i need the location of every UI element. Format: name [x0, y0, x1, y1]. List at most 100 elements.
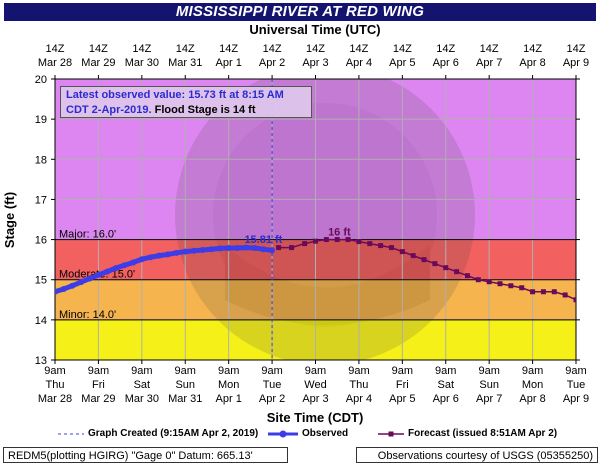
forecast-point: [508, 283, 514, 289]
bottom-tick-date: Mar 31: [168, 393, 202, 405]
observed-peak-label: 15.81 ft: [244, 234, 282, 246]
legend-forecast-square: [388, 431, 394, 437]
top-tick-date: Apr 2: [259, 57, 285, 69]
chart-title: MISSISSIPPI RIVER AT RED WING: [4, 3, 596, 21]
top-tick-date: Apr 1: [216, 57, 242, 69]
forecast-point: [302, 241, 308, 247]
forecast-point: [540, 289, 546, 295]
bottom-tick-day: Fri: [396, 379, 409, 391]
top-tick-date: Apr 9: [563, 57, 589, 69]
bottom-tick-date: Mar 28: [38, 393, 72, 405]
forecast-point: [497, 281, 503, 287]
bottom-tick-date: Mar 29: [81, 393, 115, 405]
forecast-point: [367, 241, 373, 247]
bottom-tick-day: Wed: [304, 379, 326, 391]
forecast-point: [432, 261, 438, 267]
bottom-tick-date: Apr 7: [476, 393, 502, 405]
top-axis-title: Universal Time (UTC): [249, 22, 380, 37]
top-tick-date: Apr 8: [519, 57, 545, 69]
y-axis-title: Stage (ft): [2, 192, 17, 248]
latest-value-line1: Latest observed value: 15.73 ft at 8:15 …: [66, 89, 284, 101]
legend-forecast: Forecast (issued 8:51AM Apr 2): [408, 428, 558, 439]
bottom-tick-time: 9am: [175, 365, 196, 377]
forecast-point: [276, 245, 282, 251]
bottom-tick-day: Thu: [46, 379, 65, 391]
bottom-tick-time: 9am: [131, 365, 152, 377]
latest-value-box: Latest observed value: 15.73 ft at 8:15 …: [60, 86, 312, 118]
legend-observed-dot: [279, 430, 287, 438]
bottom-tick-date: Apr 4: [346, 393, 372, 405]
bottom-tick-date: Apr 9: [563, 393, 589, 405]
legend: Graph Created (9:15AM Apr 2, 2019) Obser…: [0, 427, 600, 442]
observed-point: [182, 248, 189, 255]
forecast-point: [486, 279, 492, 285]
top-tick-label: 14Z: [567, 43, 586, 55]
top-tick-date: Mar 30: [125, 57, 159, 69]
forecast-point: [551, 289, 557, 295]
forecast-point: [334, 237, 340, 243]
top-tick-date: Apr 7: [476, 57, 502, 69]
forecast-point: [323, 237, 329, 243]
forecast-point: [399, 249, 405, 255]
observed-point: [147, 254, 154, 261]
observed-point: [78, 279, 85, 286]
forecast-point: [454, 269, 460, 275]
bottom-tick-day: Thu: [349, 379, 368, 391]
bottom-tick-time: 9am: [348, 365, 369, 377]
latest-value-date: CDT 2-Apr-2019.: [66, 104, 152, 116]
y-tick-label: 14: [35, 315, 47, 327]
bottom-tick-time: 9am: [478, 365, 499, 377]
top-tick-label: 14Z: [132, 43, 151, 55]
bottom-tick-date: Apr 6: [433, 393, 459, 405]
bottom-tick-time: 9am: [218, 365, 239, 377]
bottom-tick-time: 9am: [435, 365, 456, 377]
bottom-axis-title: Site Time (CDT): [267, 410, 364, 425]
bottom-tick-day: Sat: [134, 379, 151, 391]
top-tick-label: 14Z: [219, 43, 238, 55]
bottom-tick-day: Mon: [522, 379, 543, 391]
top-tick-date: Apr 4: [346, 57, 372, 69]
forecast-point: [289, 245, 295, 251]
top-tick-date: Apr 6: [433, 57, 459, 69]
usgs-credit-footer: Observations courtesy of USGS (05355250): [356, 447, 598, 463]
top-tick-label: 14Z: [480, 43, 499, 55]
observed-point: [69, 282, 76, 289]
top-tick-date: Mar 29: [81, 57, 115, 69]
observed-point: [225, 245, 232, 252]
bottom-tick-day: Sun: [175, 379, 195, 391]
forecast-point: [519, 285, 525, 291]
top-tick-label: 14Z: [523, 43, 542, 55]
bottom-tick-time: 9am: [392, 365, 413, 377]
observed-point: [130, 259, 137, 266]
y-tick-label: 15: [35, 275, 47, 287]
bottom-tick-time: 9am: [565, 365, 586, 377]
bottom-tick-day: Sat: [437, 379, 454, 391]
bottom-tick-day: Mon: [218, 379, 239, 391]
observed-point: [199, 247, 206, 254]
bottom-tick-time: 9am: [305, 365, 326, 377]
minor-label: Minor: 14.0': [59, 309, 116, 321]
forecast-point: [356, 239, 362, 245]
top-tick-label: 14Z: [176, 43, 195, 55]
flood-stage-text: Flood Stage is 14 ft: [151, 104, 256, 116]
observed-point: [121, 262, 128, 269]
forecast-point: [345, 237, 351, 243]
observed-point: [112, 265, 119, 272]
bottom-tick-date: Apr 3: [302, 393, 328, 405]
y-tick-label: 16: [35, 235, 47, 247]
top-tick-label: 14Z: [89, 43, 108, 55]
y-tick-label: 19: [35, 114, 47, 126]
top-tick-date: Apr 3: [302, 57, 328, 69]
forecast-point: [475, 277, 481, 283]
observed-point: [173, 249, 180, 256]
top-tick-label: 14Z: [436, 43, 455, 55]
legend-observed: Observed: [302, 428, 349, 439]
bottom-tick-day: Tue: [567, 379, 586, 391]
top-tick-label: 14Z: [46, 43, 65, 55]
observed-point: [260, 246, 267, 253]
forecast-point: [388, 245, 394, 251]
observed-point: [164, 251, 171, 258]
y-tick-label: 20: [35, 74, 47, 86]
